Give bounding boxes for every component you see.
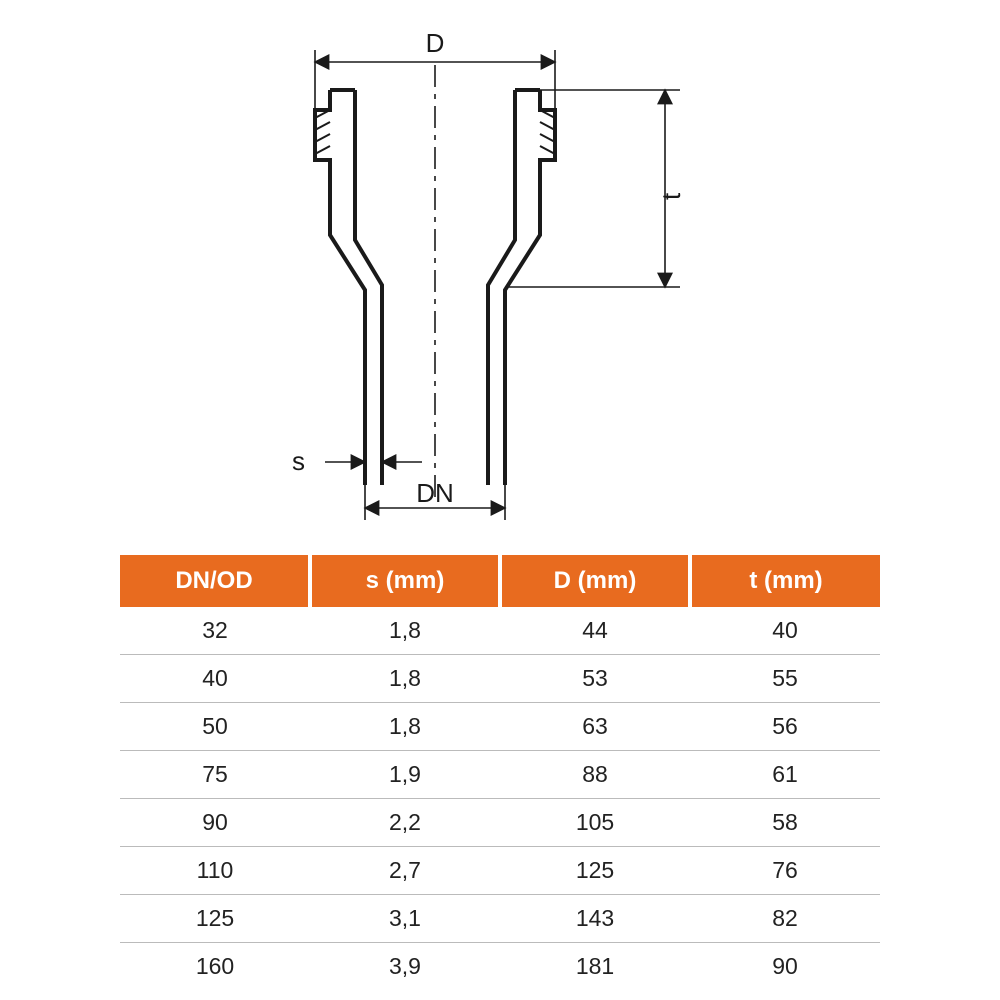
table-cell: 40 — [120, 655, 310, 703]
table-row: 501,86356 — [120, 703, 880, 751]
table-cell: 88 — [500, 751, 690, 799]
table-cell: 50 — [120, 703, 310, 751]
table-cell: 3,1 — [310, 895, 500, 943]
table-cell: 143 — [500, 895, 690, 943]
table-row: 1253,114382 — [120, 895, 880, 943]
table-cell: 75 — [120, 751, 310, 799]
table-cell: 90 — [120, 799, 310, 847]
table-cell: 90 — [690, 943, 880, 991]
table-body: 321,84440401,85355501,86356751,98861902,… — [120, 607, 880, 990]
table-cell: 32 — [120, 607, 310, 655]
table-row: 321,84440 — [120, 607, 880, 655]
table-cell: 63 — [500, 703, 690, 751]
table-cell: 181 — [500, 943, 690, 991]
table-cell: 1,8 — [310, 703, 500, 751]
dimensions-table: DN/ODs (mm)D (mm)t (mm) 321,84440401,853… — [120, 555, 880, 990]
dim-label-t: t — [656, 192, 686, 200]
dim-label-d: D — [426, 30, 445, 58]
table-cell: 53 — [500, 655, 690, 703]
table-cell: 76 — [690, 847, 880, 895]
table-cell: 58 — [690, 799, 880, 847]
dim-label-dn: DN — [416, 478, 454, 508]
table-header-row: DN/ODs (mm)D (mm)t (mm) — [120, 555, 880, 607]
table-cell: 2,2 — [310, 799, 500, 847]
table-header-cell: t (mm) — [690, 555, 880, 607]
table-row: 751,98861 — [120, 751, 880, 799]
table-row: 1102,712576 — [120, 847, 880, 895]
table-cell: 1,9 — [310, 751, 500, 799]
table-header-cell: D (mm) — [500, 555, 690, 607]
dim-label-s: s — [292, 446, 305, 476]
table-row: 401,85355 — [120, 655, 880, 703]
table-cell: 125 — [500, 847, 690, 895]
table-header-cell: s (mm) — [310, 555, 500, 607]
table-cell: 2,7 — [310, 847, 500, 895]
table-cell: 160 — [120, 943, 310, 991]
table-cell: 44 — [500, 607, 690, 655]
table-cell: 1,8 — [310, 655, 500, 703]
table-cell: 105 — [500, 799, 690, 847]
table-cell: 82 — [690, 895, 880, 943]
table-row: 1603,918190 — [120, 943, 880, 991]
table-cell: 110 — [120, 847, 310, 895]
table-cell: 56 — [690, 703, 880, 751]
table-cell: 3,9 — [310, 943, 500, 991]
table-row: 902,210558 — [120, 799, 880, 847]
table-header-cell: DN/OD — [120, 555, 310, 607]
table-cell: 125 — [120, 895, 310, 943]
pipe-diagram: D t DN s — [120, 30, 880, 530]
table-cell: 61 — [690, 751, 880, 799]
table-cell: 55 — [690, 655, 880, 703]
table-cell: 1,8 — [310, 607, 500, 655]
table-cell: 40 — [690, 607, 880, 655]
